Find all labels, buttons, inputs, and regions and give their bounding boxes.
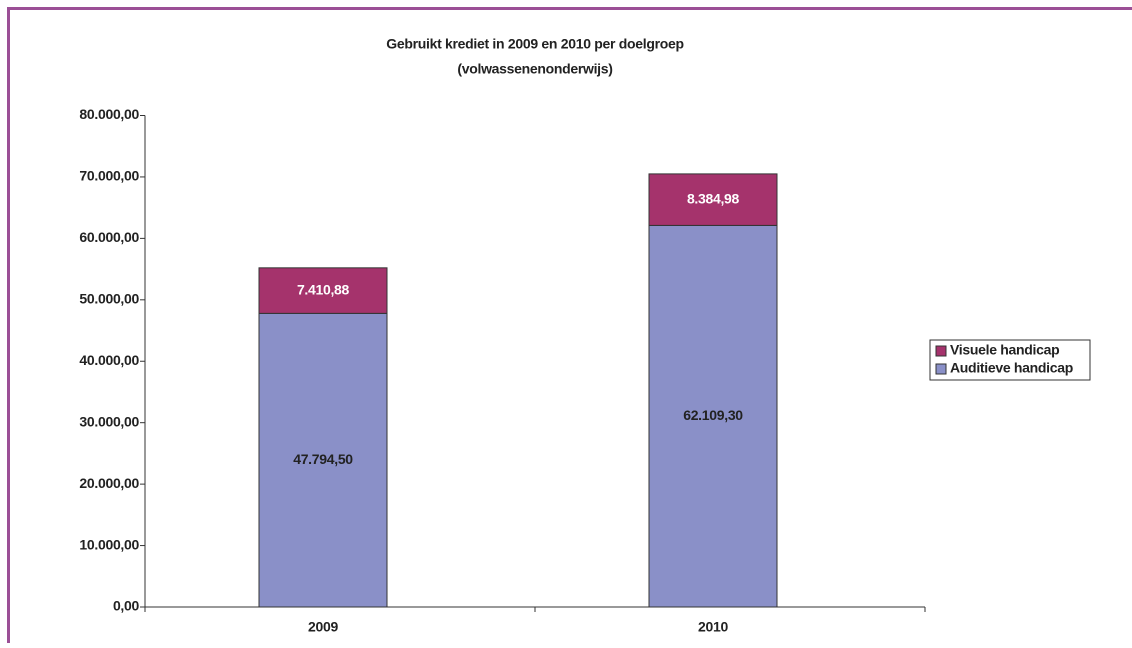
y-tick-label: 70.000,00: [79, 168, 139, 184]
y-tick-label: 50.000,00: [79, 291, 139, 307]
chart-title: Gebruikt krediet in 2009 en 2010 per doe…: [386, 36, 683, 52]
chart-subtitle: (volwassenenonderwijs): [457, 61, 612, 77]
y-tick-label: 80.000,00: [79, 106, 139, 122]
x-tick-label: 2009: [308, 619, 338, 635]
y-tick-label: 60.000,00: [79, 229, 139, 245]
y-tick-label: 10.000,00: [79, 536, 139, 552]
legend-label: Visuele handicap: [950, 342, 1059, 358]
x-tick-label: 2010: [698, 619, 728, 635]
y-tick-label: 30.000,00: [79, 413, 139, 429]
value-label: 8.384,98: [687, 190, 740, 206]
value-label: 47.794,50: [293, 451, 353, 467]
y-tick-label: 20.000,00: [79, 475, 139, 491]
legend-label: Auditieve handicap: [950, 360, 1073, 376]
value-label: 7.410,88: [297, 281, 350, 297]
legend-swatch: [936, 364, 946, 374]
frame: [9, 9, 1132, 644]
y-tick-label: 0,00: [113, 598, 140, 614]
y-tick-label: 40.000,00: [79, 352, 139, 368]
value-label: 62.109,30: [683, 407, 743, 423]
legend-swatch: [936, 346, 946, 356]
